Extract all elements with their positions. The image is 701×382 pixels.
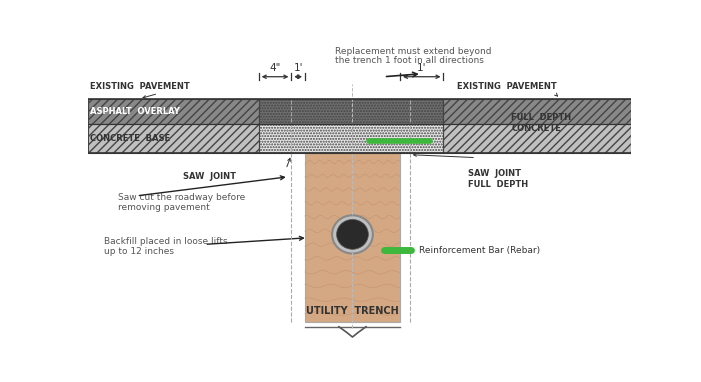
Text: 4": 4" xyxy=(269,63,280,73)
Ellipse shape xyxy=(332,215,373,254)
Text: Replacement must extend beyond: Replacement must extend beyond xyxy=(335,47,491,56)
Text: EXISTING  PAVEMENT: EXISTING PAVEMENT xyxy=(457,83,557,91)
Ellipse shape xyxy=(336,220,368,249)
Bar xyxy=(305,153,400,322)
Text: EXISTING  PAVEMENT: EXISTING PAVEMENT xyxy=(90,83,190,91)
Text: 1': 1' xyxy=(294,63,303,73)
Text: SAW  JOINT: SAW JOINT xyxy=(183,172,236,181)
Text: CONCRETE  BASE: CONCRETE BASE xyxy=(90,134,170,143)
Bar xyxy=(259,124,444,153)
Text: 1': 1' xyxy=(417,63,426,73)
Bar xyxy=(88,99,259,124)
Bar xyxy=(444,99,631,124)
Text: FULL  DEPTH
CONCRETE: FULL DEPTH CONCRETE xyxy=(512,113,571,133)
Text: Reinforcement Bar (Rebar): Reinforcement Bar (Rebar) xyxy=(419,246,540,255)
Text: ASPHALT  OVERLAY: ASPHALT OVERLAY xyxy=(90,107,180,116)
Text: UTILITY  TRENCH: UTILITY TRENCH xyxy=(306,306,399,316)
Text: the trench 1 foot in all directions: the trench 1 foot in all directions xyxy=(335,56,484,65)
Text: Backfill placed in loose lifts
up to 12 inches: Backfill placed in loose lifts up to 12 … xyxy=(104,237,228,256)
Text: SAW  JOINT
FULL  DEPTH: SAW JOINT FULL DEPTH xyxy=(468,169,528,189)
Text: Saw cut the roadway before
removing pavement: Saw cut the roadway before removing pave… xyxy=(118,193,245,212)
Bar xyxy=(259,99,444,124)
Bar xyxy=(444,124,631,153)
Bar xyxy=(88,124,259,153)
